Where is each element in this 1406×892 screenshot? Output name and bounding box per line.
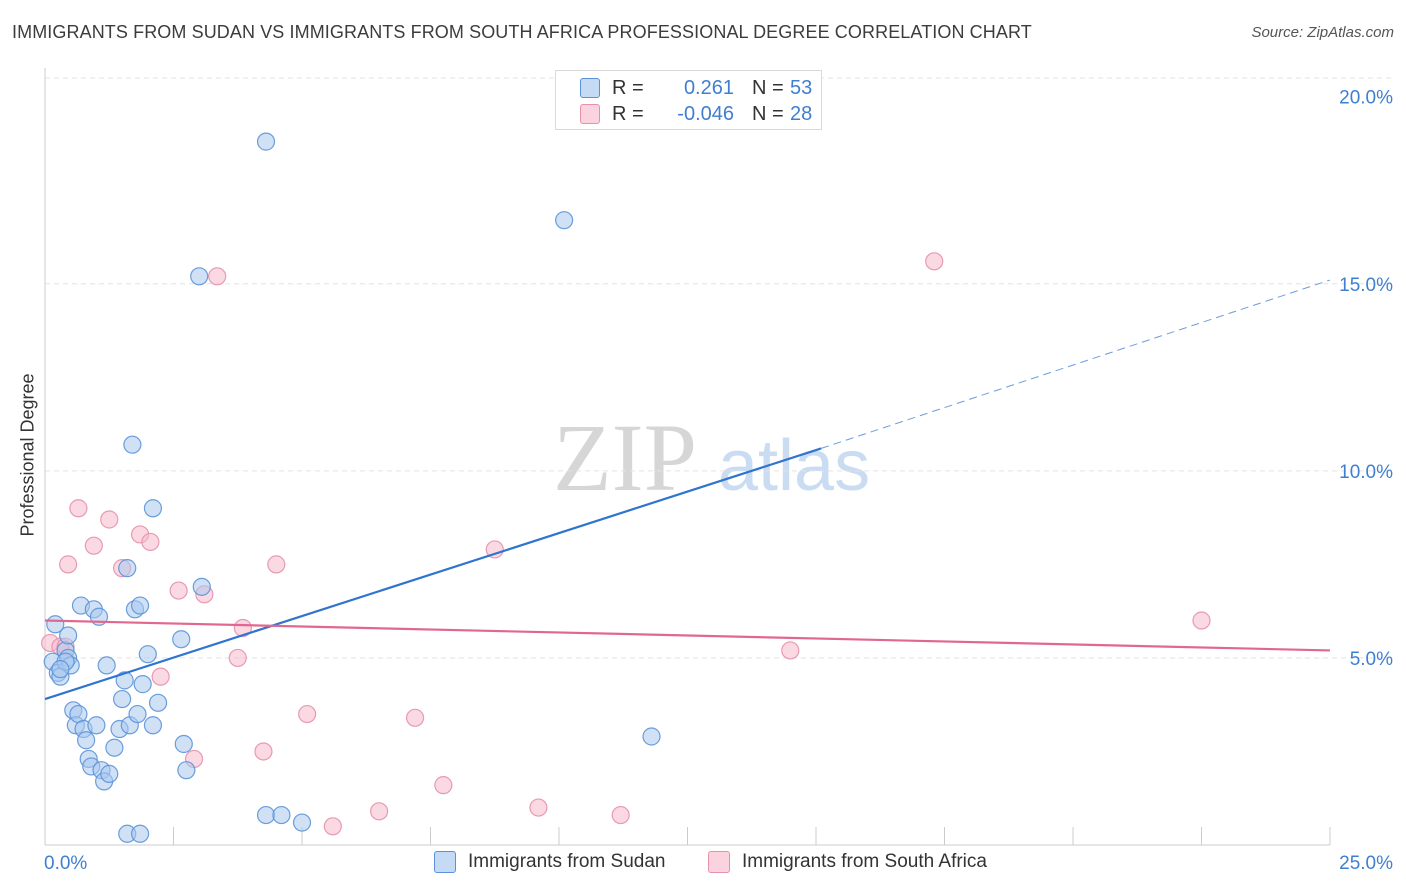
legend-n-label: N =: [752, 102, 784, 125]
legend-r-label: R =: [612, 102, 644, 125]
x-tick-label-start: 0.0%: [44, 853, 87, 874]
data-point: [611, 805, 630, 825]
data-point: [130, 824, 150, 843]
data-point: [138, 645, 157, 664]
data-point: [148, 693, 168, 712]
data-point: [370, 802, 389, 821]
data-point: [105, 738, 124, 757]
series-legend-south-africa: Immigrants from South Africa: [708, 851, 987, 873]
data-point: [123, 435, 142, 454]
series-swatch-sudan: [434, 851, 456, 873]
series-points-south-africa: [41, 252, 1211, 836]
data-point: [128, 704, 147, 724]
legend-r-value-sudan: 0.261: [683, 76, 734, 99]
data-point: [115, 671, 134, 690]
legend-swatch-south-africa: [580, 104, 600, 124]
data-point: [84, 536, 103, 555]
data-point: [59, 626, 78, 645]
legend-row-sudan: R = 0.261 N = 53: [580, 76, 812, 100]
data-point: [97, 656, 116, 675]
series-legend-sudan: Immigrants from Sudan: [434, 851, 665, 873]
trendline-sudan: [44, 447, 822, 701]
watermark-zip: ZIP: [553, 404, 697, 511]
y-axis-title: Professional Degree: [17, 373, 38, 537]
data-point: [190, 267, 209, 286]
data-point: [555, 211, 574, 230]
data-point: [781, 641, 800, 660]
data-point: [177, 761, 196, 780]
trendline-south-africa: [44, 619, 1331, 652]
data-point: [100, 764, 119, 784]
data-point: [143, 716, 163, 735]
data-point: [143, 499, 163, 518]
data-point: [272, 805, 291, 825]
data-point: [151, 667, 170, 686]
y-tick-label: 5.0%: [1350, 649, 1393, 670]
legend-n-value-sudan: 53: [790, 76, 813, 99]
data-point: [87, 716, 106, 735]
watermark-atlas: atlas: [718, 426, 870, 506]
legend-swatch-sudan: [580, 78, 600, 98]
data-point: [298, 704, 317, 724]
legend-r-label: R =: [612, 76, 644, 99]
series-legend-label-south-africa: Immigrants from South Africa: [742, 851, 987, 872]
data-point: [925, 252, 944, 271]
data-point: [130, 596, 150, 615]
data-point: [69, 499, 88, 518]
data-point: [112, 689, 132, 709]
data-point: [59, 555, 78, 574]
correlation-legend: R = 0.261 N = 53 R = -0.046 N = 28: [555, 70, 822, 130]
data-point: [642, 727, 661, 746]
data-point: [228, 648, 247, 668]
series-swatch-south-africa: [708, 851, 730, 873]
data-point: [256, 132, 276, 151]
data-point: [100, 510, 119, 529]
data-point: [529, 798, 548, 817]
data-point: [141, 532, 160, 552]
data-point: [233, 618, 252, 638]
trendline-sudan-extension: [820, 279, 1331, 449]
legend-n-value-south-africa: 28: [790, 102, 813, 125]
data-point: [1192, 611, 1211, 630]
legend-row-south-africa: R = -0.046 N = 28: [580, 102, 812, 126]
legend-r-value-south-africa: -0.046: [677, 102, 734, 125]
y-tick-label: 10.0%: [1339, 462, 1393, 483]
series-points-sudan: [43, 132, 661, 843]
series-legend-label-sudan: Immigrants from Sudan: [468, 851, 666, 872]
data-point: [133, 675, 152, 694]
data-point: [485, 540, 504, 559]
data-point: [169, 581, 188, 600]
source-label: Source: ZipAtlas.com: [1251, 24, 1394, 41]
chart-title: IMMIGRANTS FROM SUDAN VS IMMIGRANTS FROM…: [12, 22, 1032, 42]
data-point: [118, 559, 137, 578]
data-point: [292, 813, 312, 832]
data-point: [267, 555, 286, 574]
y-tick-label: 20.0%: [1339, 88, 1393, 109]
data-point: [192, 577, 211, 596]
data-point: [77, 731, 96, 750]
data-point: [174, 734, 193, 754]
legend-n-label: N =: [752, 76, 784, 99]
data-point: [405, 708, 425, 727]
data-point: [323, 817, 342, 836]
data-point: [208, 267, 227, 286]
data-point: [254, 742, 273, 761]
x-tick-label-end: 25.0%: [1339, 853, 1393, 874]
series-legend: Immigrants from Sudan Immigrants from So…: [0, 851, 1406, 877]
y-tick-label: 15.0%: [1339, 275, 1393, 296]
data-point: [256, 805, 276, 825]
data-point: [172, 630, 191, 649]
data-point: [51, 660, 70, 679]
data-point: [434, 776, 453, 795]
